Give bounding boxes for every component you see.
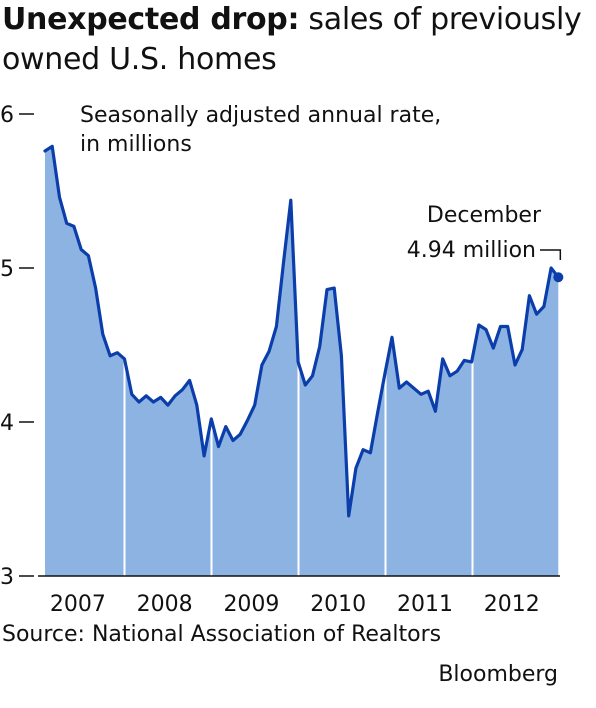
y-tick-label: 4 [0, 411, 14, 436]
series-line [43, 144, 560, 518]
x-tick-label: 2010 [310, 592, 366, 617]
december-point [553, 272, 564, 283]
x-tick-label: 2009 [223, 592, 279, 617]
y-tick-label: 3 [0, 565, 14, 590]
y-axis-label-line2: in millions [80, 132, 192, 157]
y-axis-label-line1: Seasonally adjusted annual rate, [80, 103, 441, 128]
chart-title: Unexpected drop: sales of previously own… [2, 0, 592, 80]
annotation-value: 4.94 million [407, 238, 536, 263]
source-note: Source: National Association of Realtors [2, 622, 442, 647]
annotation-month: December [427, 203, 542, 228]
chart-title-rest: sales of previously owned U.S. homes [2, 2, 582, 77]
area-chart: 3 4 5 6 2007 2008 2009 2010 2011 2012 Seasonally… [0, 103, 564, 617]
y-axis: 3 4 5 6 [0, 103, 34, 590]
x-tick-label: 2011 [397, 592, 453, 617]
x-tick-label: 2008 [137, 592, 193, 617]
x-tick-label: 2007 [50, 592, 106, 617]
chart-title-bold: Unexpected drop: [2, 2, 300, 37]
plot-area [43, 144, 564, 577]
annotation-leader-line [540, 249, 562, 260]
bloomberg-credit: Bloomberg [438, 662, 558, 687]
y-tick-label: 6 [0, 103, 14, 128]
x-tick-label: 2012 [484, 592, 540, 617]
x-axis: 2007 2008 2009 2010 2011 2012 [38, 575, 560, 617]
y-tick-label: 5 [0, 257, 14, 282]
area-fill [45, 146, 559, 577]
